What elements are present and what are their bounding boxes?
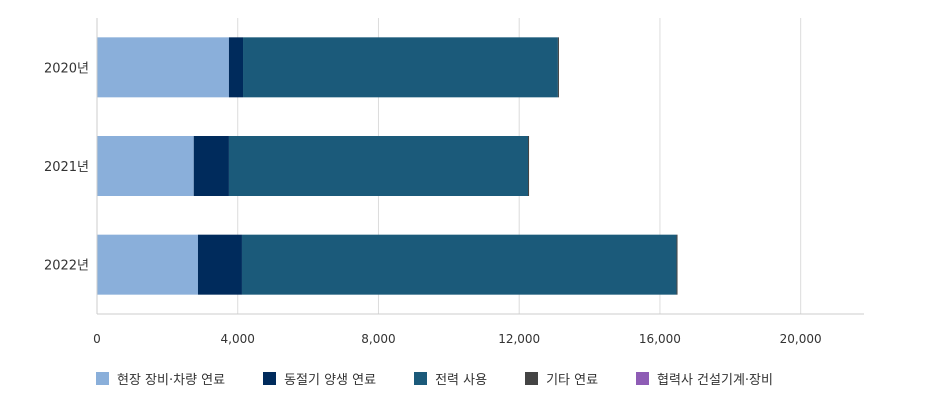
x-tick-label: 8,000 [361,332,395,346]
legend-label: 전력 사용 [435,373,488,388]
legend-swatch [414,372,428,385]
legend-swatch [525,372,539,385]
x-tick-label: 0 [93,332,101,346]
bar-segment-2-1 [97,136,194,196]
stacked-bar-chart: 0 4,000 8,000 12,000 16,000 20,000 2020년 2021년… [44,18,864,346]
x-tick-label: 4,000 [221,332,255,346]
legend-label: 현장 장비·차량 연료 [117,373,226,388]
bar-segment-1-4 [557,37,559,98]
category-label: 2021년 [44,160,89,175]
legend-label: 협력사 건설기계·장비 [657,373,773,388]
legend-item-2: 동절기 양생 연료 [263,369,376,388]
x-tick-label: 12,000 [498,332,540,346]
bar-segment-2-4 [527,136,530,196]
bar-segment-1-2 [228,37,244,98]
x-tick-labels: 0 4,000 8,000 12,000 16,000 20,000 [93,332,821,346]
category-label: 2022년 [44,259,89,274]
legend-swatch [636,372,650,385]
bar-segment-3-2 [197,234,242,295]
legend-item-4: 기타 연료 [525,369,598,388]
bar-segment-2-3 [228,136,528,196]
category-label: 2020년 [44,61,89,76]
bars [97,37,678,295]
bar-segment-2-2 [193,136,229,196]
axes [96,18,864,315]
x-tick-label: 16,000 [639,332,681,346]
legend-swatch [263,372,277,385]
bar-segment-1-3 [243,37,558,98]
legend-item-5: 협력사 건설기계·장비 [636,369,773,388]
bar-segment-3-4 [676,234,678,295]
bar-segment-3-1 [97,234,198,295]
legend-swatch [96,372,109,385]
x-tick-label: 20,000 [780,332,822,346]
bar-segment-3-3 [241,234,677,295]
legend-label: 동절기 양생 연료 [284,373,377,388]
legend: 현장 장비·차량 연료 동절기 양생 연료 전력 사용 기타 연료 협력사 건설기계·장… [96,369,811,388]
legend-item-1: 현장 장비·차량 연료 [96,369,225,388]
legend-item-3: 전력 사용 [414,369,487,388]
legend-label: 기타 연료 [546,373,599,388]
category-labels: 2020년 2021년 2022년 [44,61,89,273]
bar-segment-1-1 [97,37,229,98]
